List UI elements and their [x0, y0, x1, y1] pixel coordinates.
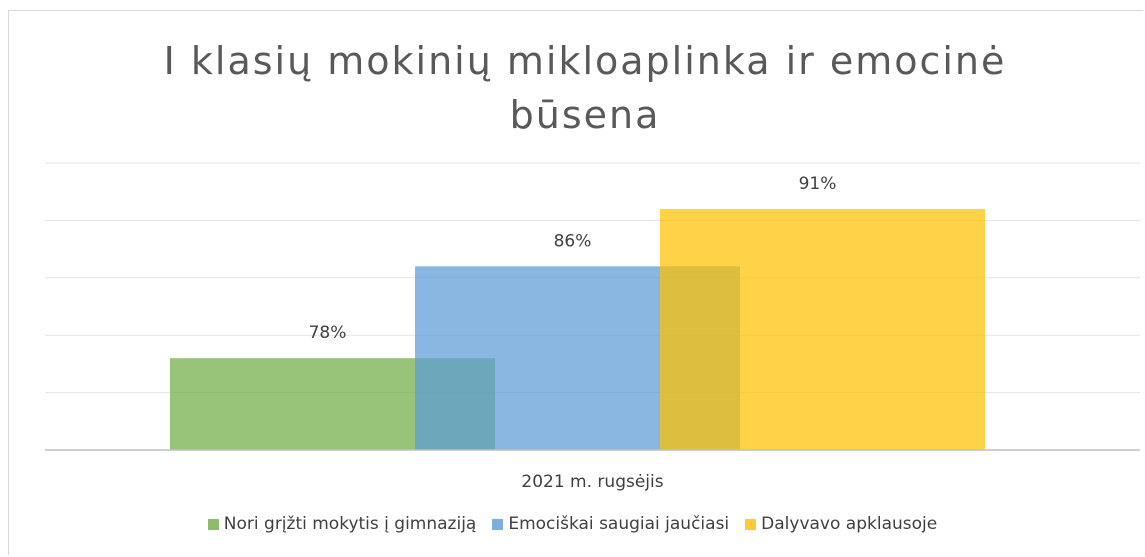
bar	[660, 208, 985, 450]
data-label: 78%	[309, 323, 347, 343]
legend-item: Nori grįžti mokytis į gimnaziją	[207, 514, 477, 534]
legend-swatch	[207, 518, 219, 530]
legend-item: Dalyvavo apklausoje	[745, 514, 937, 534]
data-label: 86%	[554, 231, 592, 251]
data-label: 91%	[799, 174, 837, 194]
legend: Nori grįžti mokytis į gimnaziją Emociškai…	[0, 514, 1145, 534]
chart-title: I klasių mokinių mikloaplinka ir emocinė…	[163, 39, 1007, 137]
chart-frame	[8, 10, 1143, 555]
x-tick-label: 2021 m. rugsėjis	[521, 472, 663, 492]
legend-label: Nori grįžti mokytis į gimnaziją	[223, 514, 477, 534]
legend-swatch	[492, 518, 504, 530]
legend-label: Dalyvavo apklausoje	[761, 514, 938, 534]
legend-swatch	[745, 518, 757, 530]
legend-label: Emociškai saugiai jaučiasi	[508, 514, 730, 534]
legend-item: Emociškai saugiai jaučiasi	[492, 514, 729, 534]
